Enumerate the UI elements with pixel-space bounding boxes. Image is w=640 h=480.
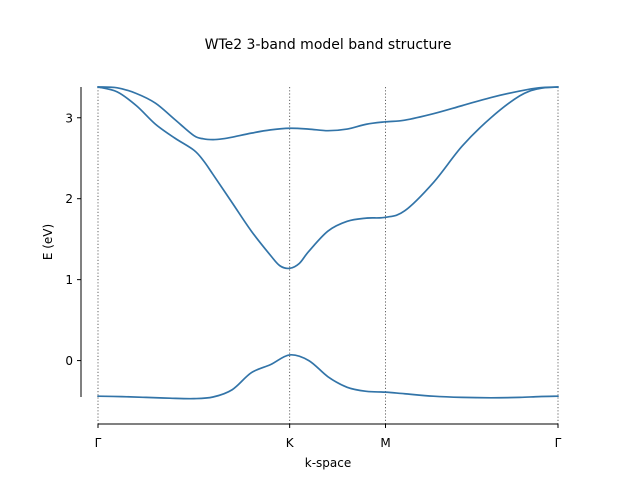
x-tick-label-0: Γ (95, 436, 102, 450)
band-line-1 (97, 353, 559, 400)
band-lines (97, 86, 559, 400)
x-tick-label-2: M (380, 436, 390, 450)
chart-title: WTe2 3-band model band structure (205, 37, 452, 53)
x-axis-label: k-space (305, 456, 351, 470)
y-tick-label-2: 2 (65, 192, 73, 206)
y-tick-label-0: 0 (65, 354, 73, 368)
y-tick-label-3: 3 (65, 111, 73, 125)
band-line-3 (97, 86, 559, 141)
x-tick-label-3: Γ (555, 436, 562, 450)
y-axis-ticks: 0 1 2 3 (65, 111, 81, 368)
band-line-2 (97, 86, 559, 270)
y-axis-label: E (eV) (41, 224, 55, 260)
y-tick-label-1: 1 (65, 273, 73, 287)
x-tick-label-1: K (286, 436, 295, 450)
k-point-lines (97, 87, 559, 424)
